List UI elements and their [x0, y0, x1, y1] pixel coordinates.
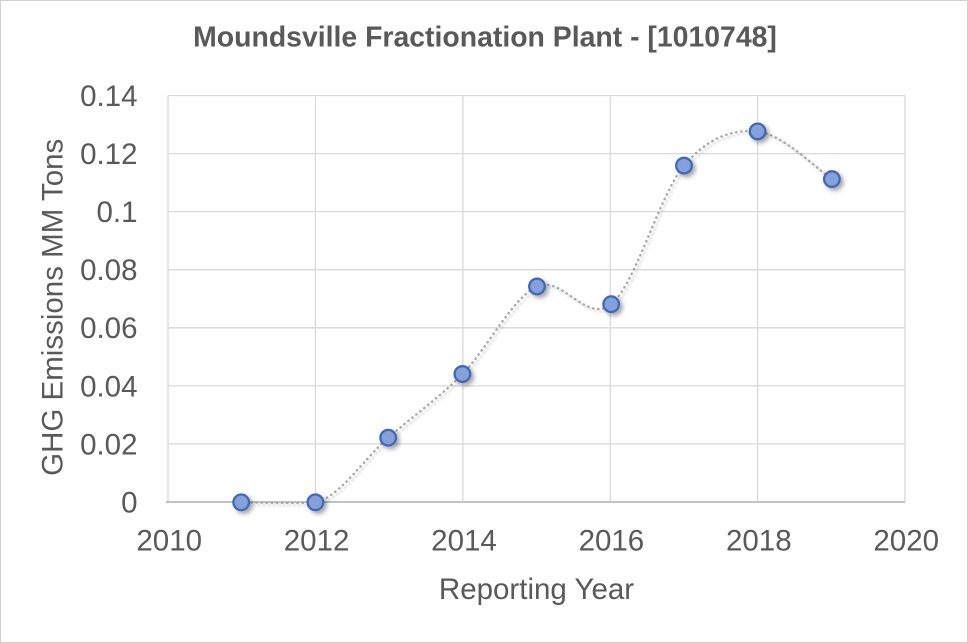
svg-text:2018: 2018	[726, 525, 792, 558]
svg-text:0.14: 0.14	[80, 80, 137, 113]
svg-text:Reporting Year: Reporting Year	[439, 573, 634, 606]
svg-text:0.12: 0.12	[80, 138, 137, 171]
svg-text:2014: 2014	[431, 525, 497, 558]
svg-text:0: 0	[121, 486, 137, 519]
svg-text:2020: 2020	[873, 525, 939, 558]
svg-text:0.08: 0.08	[80, 254, 137, 287]
svg-text:0.06: 0.06	[80, 312, 137, 345]
svg-text:0.1: 0.1	[96, 196, 137, 229]
svg-text:2016: 2016	[579, 525, 645, 558]
svg-text:0.02: 0.02	[80, 428, 137, 461]
svg-text:Moundsville Fractionation Plan: Moundsville Fractionation Plant - [10107…	[193, 22, 777, 54]
svg-text:2012: 2012	[284, 525, 350, 558]
svg-text:2010: 2010	[136, 525, 202, 558]
svg-text:GHG Emissions MM Tons: GHG Emissions MM Tons	[37, 139, 70, 476]
svg-text:0.04: 0.04	[80, 370, 137, 403]
